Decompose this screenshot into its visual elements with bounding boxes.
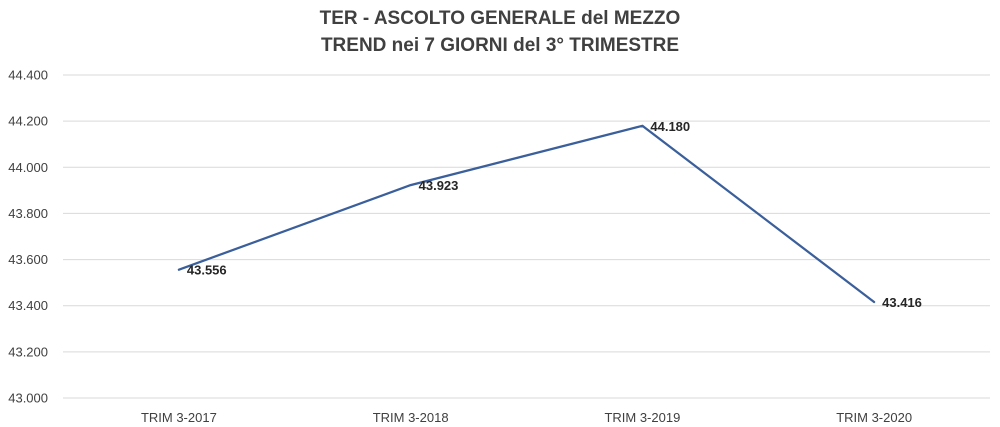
y-tick-label: 43.000 (8, 391, 48, 406)
data-label: 43.416 (882, 295, 922, 310)
y-axis-tick-labels: 43.000 43.200 43.400 43.600 43.800 44.000 44.2… (8, 68, 48, 406)
data-label: 43.556 (187, 263, 227, 278)
x-tick-label: TRIM 3-2017 (141, 410, 217, 425)
x-tick-label: TRIM 3-2018 (373, 410, 449, 425)
y-tick-label: 44.000 (8, 160, 48, 175)
series-line (177, 124, 876, 304)
data-label: 43.923 (419, 178, 459, 193)
y-tick-label: 43.800 (8, 206, 48, 221)
chart-subtitle: TREND nei 7 GIORNI del 3° TRIMESTRE (320, 35, 680, 56)
data-labels: 43.556 43.923 44.180 43.416 (187, 119, 922, 310)
x-tick-label: TRIM 3-2020 (836, 410, 912, 425)
x-tick-label: TRIM 3-2019 (604, 410, 680, 425)
y-tick-label: 44.200 (8, 114, 48, 129)
y-tick-label: 44.400 (8, 68, 48, 83)
series-lines (177, 124, 876, 304)
x-axis-tick-labels: TRIM 3-2017 TRIM 3-2018 TRIM 3-2019 TRIM 3-… (141, 410, 912, 425)
chart-title: TER - ASCOLTO GENERALE del MEZZO (319, 8, 681, 29)
y-tick-label: 43.600 (8, 252, 48, 267)
y-tick-label: 43.200 (8, 344, 48, 359)
data-label: 44.180 (650, 119, 690, 134)
gridlines (63, 74, 990, 399)
y-tick-label: 43.400 (8, 298, 48, 313)
